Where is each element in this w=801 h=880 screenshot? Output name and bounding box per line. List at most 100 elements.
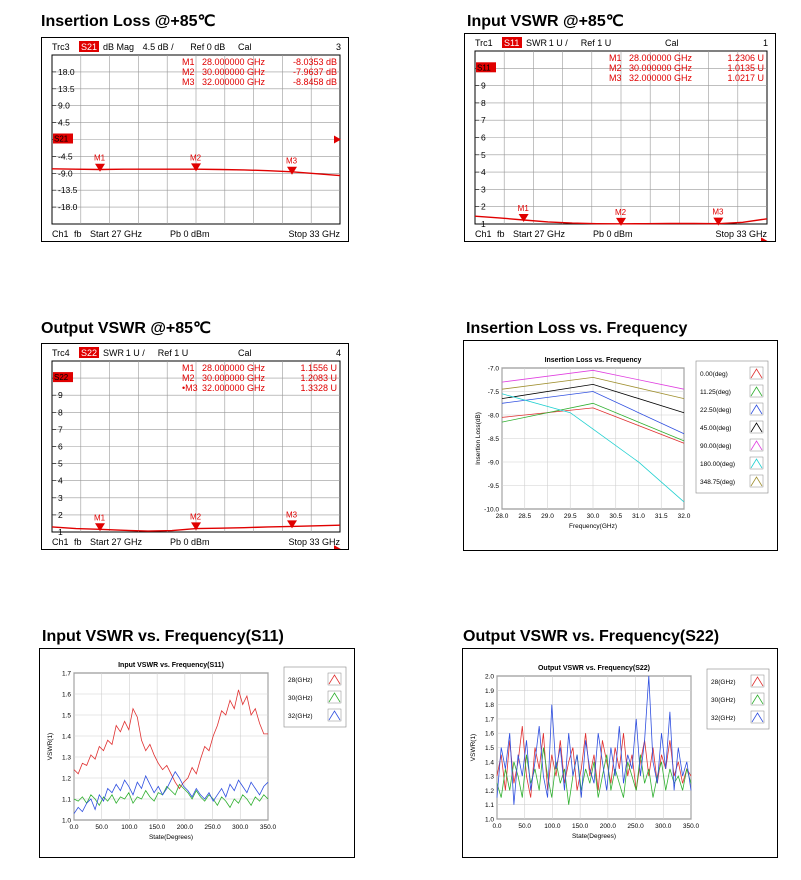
plot-x-tick-label: 30.5 — [609, 513, 622, 520]
vna-marker-label: M1 — [518, 204, 530, 213]
vna-param-badge — [502, 37, 522, 48]
vna-marker-name: M2 — [609, 63, 622, 73]
vna-marker-value: -7.9637 dB — [293, 67, 337, 77]
title-output-vswr-vs-frequency: Output VSWR vs. Frequency(S22) — [463, 628, 720, 645]
vna-panel-insertion-loss: Trc3 S21 dB Mag 4.5 dB / Ref 0 dB Cal 3 18.0 13.… — [41, 37, 349, 242]
vna-marker-value: 1.1556 U — [300, 363, 337, 373]
plot-legend-swatch — [750, 710, 765, 724]
plot-y-tick-label: 1.7 — [485, 716, 494, 723]
plot-series-line — [501, 393, 685, 503]
plot-legend-swatch — [749, 456, 764, 470]
plot-x-tick-label: 29.5 — [564, 513, 577, 520]
vna-y-tick-label: 13.5 — [58, 84, 75, 94]
plot-y-tick-label: 1.5 — [62, 713, 71, 720]
vna-marker-label: M1 — [94, 513, 106, 522]
plot-y-tick-label: -8.0 — [488, 413, 500, 420]
plot-x-tick-label: 300.0 — [232, 824, 249, 831]
vna-marker-triangle — [616, 217, 626, 226]
vna-y-tick-label: 8 — [481, 98, 486, 108]
plot-legend-label: 28(GHz) — [711, 679, 736, 686]
vna-y-tick-label: 3 — [481, 184, 486, 194]
vna-trace-label: Trc4 — [52, 348, 70, 358]
plot-panel-insertion-loss: Insertion Loss vs. Frequency 28.0 28.5 29.0… — [463, 340, 778, 551]
vna-footer-channel: Ch1 — [52, 229, 69, 239]
vna-ref-label: Ref 0 dB — [190, 42, 225, 52]
plot-x-axis-label: State(Degrees) — [572, 833, 616, 840]
vna-y-tick-label: 8 — [58, 407, 63, 417]
vna-marker-triangle — [287, 166, 297, 175]
vna-marker-value: 1.2083 U — [300, 373, 337, 383]
vna-marker-value: 1.2306 U — [727, 53, 764, 63]
vna-marker-triangle — [191, 522, 201, 531]
vna-footer-channel: Ch1 — [475, 229, 492, 239]
vna-footer-start: Start 27 GHz — [513, 229, 566, 239]
vna-marker-name: M1 — [609, 53, 622, 63]
vna-y-tick-label: 1 — [58, 527, 63, 537]
plot-y-tick-label: 1.0 — [62, 818, 71, 825]
plot-y-tick-label: 1.6 — [485, 731, 494, 738]
vna-marker-triangle — [287, 520, 297, 529]
plot-legend-swatch — [750, 692, 765, 706]
vna-y-tick-label: 4 — [481, 167, 486, 177]
vna-ref-box — [476, 62, 496, 73]
vna-ref-box-label: S11 — [477, 63, 491, 72]
title-input-vswr-vs-frequency: Input VSWR vs. Frequency(S11) — [42, 628, 284, 645]
vna-ref-box — [53, 133, 73, 144]
plot-y-tick-label: -7.5 — [488, 389, 500, 396]
plot-series-line — [496, 675, 692, 805]
vna-footer-start: Start 27 GHz — [90, 537, 143, 547]
plot-x-tick-label: 200.0 — [177, 824, 194, 831]
vna-y-tick-label: 5 — [58, 459, 63, 469]
vna-y-tick-label: -13.5 — [58, 185, 78, 195]
vna-marker-name: M2 — [182, 67, 195, 77]
vna-param-label: S22 — [81, 348, 97, 358]
plot-x-tick-label: 250.0 — [204, 824, 221, 831]
vna-chart-insertion-loss: Trc3 S21 dB Mag 4.5 dB / Ref 0 dB Cal 3 18.0 13.… — [51, 41, 341, 239]
vna-y-tick-label: 4 — [58, 476, 63, 486]
vna-scale-label: 1 U / — [126, 348, 146, 358]
vna-footer-fb: fb — [74, 229, 82, 239]
plot-y-axis-label: VSWR(1) — [470, 734, 477, 761]
vna-y-tick-label: -4.5 — [58, 151, 73, 161]
plot-y-tick-label: 1.9 — [485, 688, 494, 695]
plot-legend-swatch-line — [328, 692, 341, 703]
vna-y-tick-label: -9.0 — [58, 168, 73, 178]
plot-y-tick-label: 1.0 — [485, 817, 494, 824]
vna-scale-label: 4.5 dB / — [143, 42, 175, 52]
vna-footer-power: Pb 0 dBm — [593, 229, 633, 239]
vna-marker-value: -8.8458 dB — [293, 77, 337, 87]
plot-x-axis-label: Frequency(GHz) — [569, 523, 617, 530]
vna-scale-label: 1 U / — [549, 38, 569, 48]
vna-trace-number: 1 — [763, 38, 768, 48]
title-input-vswr-85: Input VSWR @+85℃ — [467, 13, 624, 30]
plot-legend-swatch-line — [328, 674, 341, 685]
vna-footer-power: Pb 0 dBm — [170, 229, 210, 239]
plot-x-tick-label: 100.0 — [121, 824, 138, 831]
vna-footer-stop: Stop 33 GHz — [288, 537, 340, 547]
plot-output-vswr: Output VSWR vs. Frequency(S22) 0.0 50.0 100… — [470, 665, 770, 840]
vna-marker-freq: 30.000000 GHz — [202, 373, 266, 383]
vna-marker-label: M1 — [94, 154, 106, 163]
vna-marker-freq: 28.000000 GHz — [202, 57, 266, 67]
vna-param-label: S11 — [504, 38, 519, 48]
plot-series-line — [73, 783, 269, 809]
vna-param-badge — [79, 347, 99, 358]
vna-ref-box — [53, 372, 73, 383]
vna-y-tick-label: 1 — [481, 219, 486, 229]
vna-marker-name: M3 — [182, 77, 195, 87]
plot-y-tick-label: 1.3 — [485, 774, 494, 781]
plot-y-tick-label: -9.0 — [488, 460, 500, 467]
plot-series-line — [501, 391, 685, 435]
plot-legend-label: 90.00(deg) — [700, 443, 731, 450]
vna-cal-label: Cal — [238, 348, 252, 358]
plot-legend-swatch — [749, 384, 764, 398]
plot-x-tick-label: 200.0 — [600, 823, 617, 830]
plot-legend-swatch — [327, 690, 342, 704]
plot-y-tick-label: 1.8 — [485, 702, 494, 709]
plot-x-tick-label: 300.0 — [655, 823, 672, 830]
vna-footer-stop: Stop 33 GHz — [715, 229, 767, 239]
vna-marker-name: M3 — [609, 73, 622, 83]
plot-y-tick-label: 1.7 — [62, 671, 71, 678]
